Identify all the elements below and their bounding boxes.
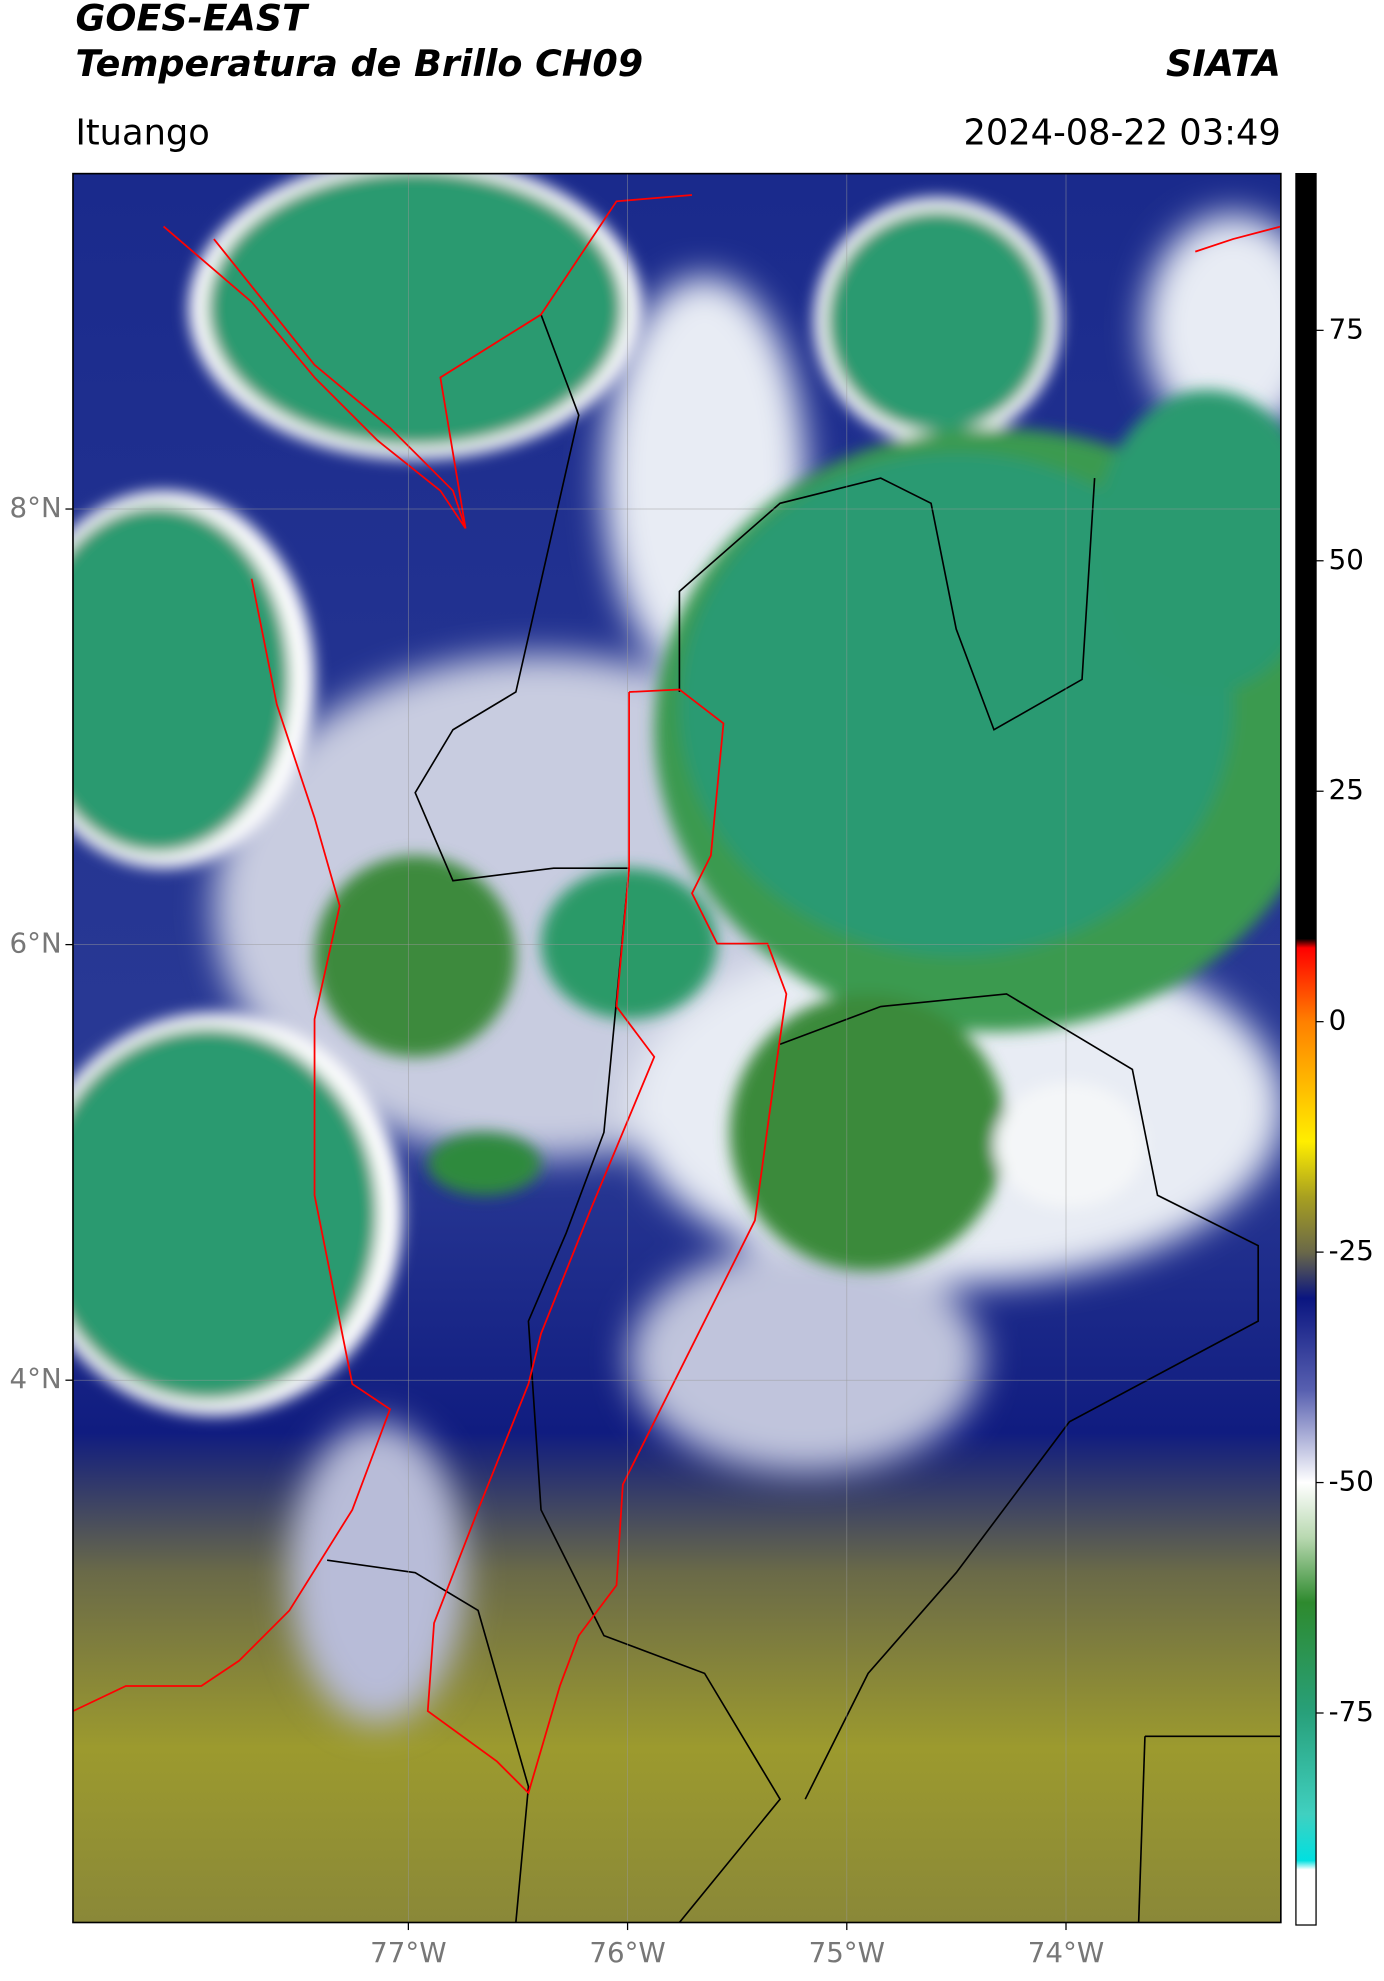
gridlines: [72, 173, 1281, 1923]
brand: SIATA: [1166, 42, 1281, 85]
title: GOES-EAST: [75, 0, 310, 40]
cloud-cores: [72, 173, 1281, 1416]
map-frame: [72, 172, 1282, 1924]
y-tick-label: 4°N: [10, 1362, 62, 1395]
colorbar-tick-label: -75: [1329, 1695, 1374, 1728]
colorbar: [1295, 172, 1317, 1926]
region-outline: [72, 194, 1281, 1795]
location: Ituango: [75, 113, 209, 154]
colorbar-tick-label: 25: [1329, 773, 1364, 806]
satellite-map: [72, 173, 1281, 1923]
y-tick-label: 8°N: [10, 491, 62, 524]
colorbar-tick-label: -25: [1329, 1234, 1374, 1267]
datetime: 2024-08-22 03:49: [963, 113, 1280, 154]
y-tick-label: 6°N: [10, 927, 62, 960]
colorbar-tick-label: 75: [1329, 312, 1364, 345]
admin-boundaries: [327, 314, 1281, 1923]
x-tick-label: 75°W: [809, 1936, 885, 1969]
colorbar-tick-label: -50: [1329, 1465, 1374, 1498]
colorbar-tick-label: 50: [1329, 543, 1364, 576]
x-tick-label: 77°W: [370, 1936, 446, 1969]
x-tick-label: 76°W: [589, 1936, 665, 1969]
colorbar-tick-label: 0: [1329, 1004, 1347, 1037]
subtitle: Temperatura de Brillo CH09: [75, 42, 643, 85]
x-tick-label: 74°W: [1028, 1936, 1104, 1969]
